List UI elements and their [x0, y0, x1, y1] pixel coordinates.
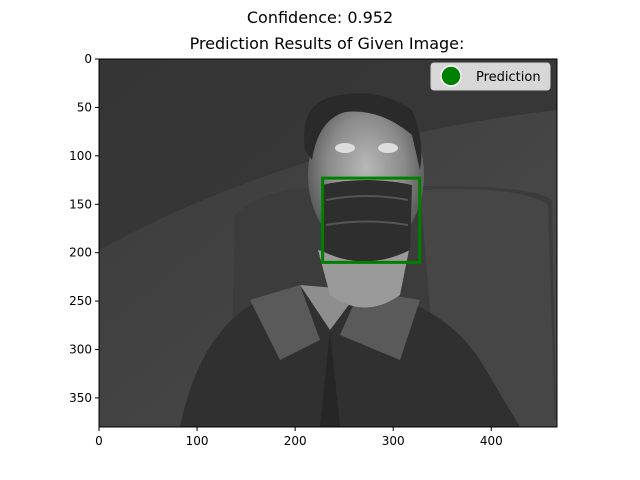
y-axis: 0 50 100 150 200 250 300 350: [69, 52, 99, 405]
y-tick-label: 0: [84, 52, 92, 66]
y-tick-label: 100: [69, 149, 92, 163]
figure-suptitle: Confidence: 0.952: [246, 8, 394, 27]
legend-marker-circle: [440, 65, 462, 87]
axes-frame: [98, 58, 558, 428]
y-tick-label: 250: [69, 294, 92, 308]
x-tick-label: 100: [186, 434, 209, 448]
background-photo: [99, 59, 557, 427]
legend-frame: [430, 62, 551, 91]
x-tick-label: 200: [284, 434, 307, 448]
legend: Prediction: [430, 62, 551, 91]
y-tick-label: 150: [69, 197, 92, 211]
y-tick-label: 350: [69, 391, 92, 405]
legend-label-prediction: Prediction: [476, 70, 541, 85]
x-tick-label: 0: [95, 434, 103, 448]
axes-title: Prediction Results of Given Image:: [189, 34, 465, 53]
x-tick-label: 400: [480, 434, 503, 448]
y-tick-label: 300: [69, 343, 92, 357]
x-axis: 0 100 200 300 400: [95, 427, 503, 448]
y-tick-label: 200: [69, 246, 92, 260]
y-tick-label: 50: [77, 100, 92, 114]
prediction-bounding-box: [321, 176, 422, 264]
x-tick-label: 300: [382, 434, 405, 448]
